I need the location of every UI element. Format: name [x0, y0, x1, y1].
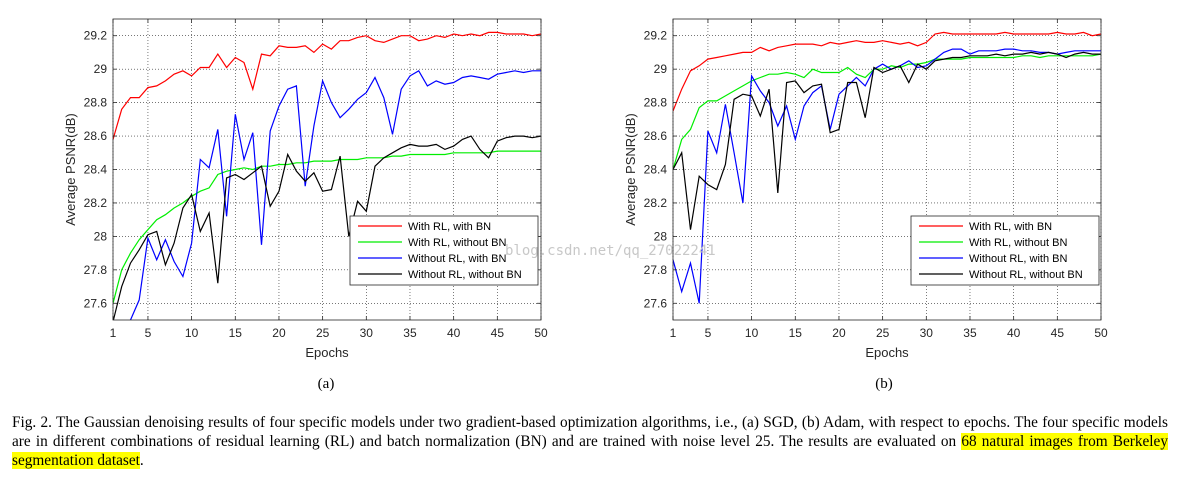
series-line-with-rl-with-bn — [113, 31, 541, 140]
figure-charts: 1 5 10 15 20 25 30 35 40 45 5027.627.82828.228.428… — [63, 18, 1108, 392]
y-tick-label: 29.2 — [84, 29, 108, 43]
y-tick-label: 28.8 — [644, 96, 668, 110]
legend-label: With RL, with BN — [408, 221, 491, 233]
y-tick-label: 28.2 — [84, 196, 108, 210]
x-tick-label: 10 — [745, 326, 759, 340]
legend: With RL, with BN With RL, without BN Witho… — [349, 215, 539, 286]
x-tick-label: 50 — [534, 326, 548, 340]
legend: With RL, with BN With RL, without BN Witho… — [910, 215, 1100, 286]
x-tick-label: 45 — [491, 326, 505, 340]
x-tick-label: 1 — [110, 326, 117, 340]
x-tick-label: 5 — [705, 326, 712, 340]
x-tick-label: 35 — [403, 326, 417, 340]
caption-text: Fig. 2. The Gaussian denoising results o… — [12, 414, 1168, 450]
watermark-text: blog.csdn.net/qq_27022241 — [505, 243, 716, 259]
series-line-without-rl-with-bn — [673, 48, 1101, 304]
x-tick-label: 30 — [360, 326, 374, 340]
y-tick-label: 28 — [94, 229, 108, 243]
series-line-without-rl-without-bn — [673, 51, 1101, 230]
y-tick-label: 28.6 — [644, 129, 668, 143]
y-tick-label: 28.6 — [84, 129, 108, 143]
series-line-without-rl-with-bn — [129, 69, 541, 320]
y-tick-label: 27.6 — [644, 296, 668, 310]
y-tick-label: 28.2 — [644, 196, 668, 210]
chart-panel-a: 1 5 10 15 20 25 30 35 40 45 5027.627.82828.228.428… — [63, 18, 548, 392]
legend-label: Without RL, without BN — [969, 269, 1083, 281]
x-tick-label: 35 — [963, 326, 977, 340]
figure-caption: Fig. 2. The Gaussian denoising results o… — [12, 413, 1168, 470]
series-line-with-rl-without-bn — [113, 150, 541, 304]
y-tick-label: 28 — [654, 229, 668, 243]
x-tick-label: 5 — [145, 326, 152, 340]
x-tick-label: 30 — [920, 326, 934, 340]
y-tick-label: 27.6 — [84, 296, 108, 310]
x-tick-label: 15 — [789, 326, 803, 340]
legend-label: With RL, without BN — [969, 237, 1067, 249]
x-tick-label: 15 — [229, 326, 243, 340]
panel-label: (b) — [875, 376, 893, 392]
x-tick-label: 50 — [1094, 326, 1108, 340]
y-tick-label: 27.8 — [84, 263, 108, 277]
x-tick-label: 20 — [272, 326, 286, 340]
y-tick-label: 28.4 — [84, 163, 108, 177]
x-axis-title: Epochs — [865, 345, 909, 360]
x-tick-label: 20 — [832, 326, 846, 340]
y-tick-label: 29 — [654, 62, 668, 76]
y-tick-label: 29 — [94, 62, 108, 76]
x-tick-label: 45 — [1051, 326, 1065, 340]
series-line-with-rl-with-bn — [673, 31, 1101, 112]
y-axis-title: Average PSNR(dB) — [63, 113, 78, 225]
legend-label: Without RL, without BN — [408, 269, 522, 281]
x-tick-label: 40 — [1007, 326, 1021, 340]
x-axis-title: Epochs — [305, 345, 349, 360]
x-tick-label: 1 — [670, 326, 677, 340]
panel-label: (a) — [318, 376, 335, 392]
x-tick-label: 40 — [447, 326, 461, 340]
legend-label: With RL, with BN — [969, 221, 1052, 233]
y-axis-title: Average PSNR(dB) — [623, 113, 638, 225]
series-line-without-rl-without-bn — [113, 135, 541, 320]
x-tick-label: 25 — [316, 326, 330, 340]
legend-label: Without RL, with BN — [969, 253, 1067, 265]
y-tick-label: 29.2 — [644, 29, 668, 43]
y-tick-label: 28.8 — [84, 96, 108, 110]
y-tick-label: 28.4 — [644, 163, 668, 177]
x-tick-label: 25 — [876, 326, 890, 340]
x-tick-label: 10 — [185, 326, 199, 340]
series-line-with-rl-without-bn — [673, 53, 1101, 170]
legend-label: Without RL, with BN — [408, 253, 506, 265]
caption-end: . — [139, 452, 144, 469]
chart-panel-b: 1 5 10 15 20 25 30 35 40 45 5027.627.82828.228.428… — [623, 18, 1108, 392]
legend-label: With RL, without BN — [408, 237, 506, 249]
y-tick-label: 27.8 — [644, 263, 668, 277]
